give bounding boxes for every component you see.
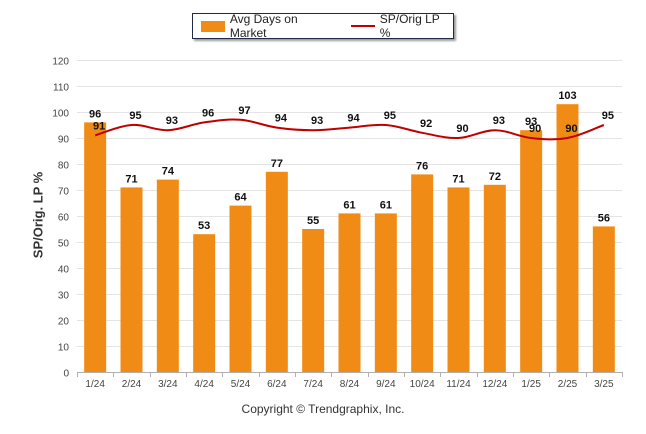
y-tick-label: 90 (58, 135, 70, 146)
line-series (94, 118, 605, 141)
y-tick-label: 40 (58, 265, 70, 276)
legend-label-bars: Avg Days on Market (229, 12, 298, 40)
bar (374, 213, 397, 372)
y-tick-label: 70 (58, 187, 70, 198)
bar (265, 171, 288, 372)
bar (520, 130, 543, 372)
line-data-label: 92 (420, 118, 432, 130)
line-data-label: 94 (347, 113, 360, 125)
line-data-label: 94 (275, 113, 288, 125)
x-tick-label: 6/24 (267, 379, 287, 390)
bar-data-label: 72 (489, 171, 501, 183)
x-tick-label: 3/25 (594, 379, 614, 390)
bar (447, 187, 470, 372)
bar (556, 104, 579, 372)
line-data-label: 97 (238, 105, 250, 117)
line-data-label: 93 (311, 115, 323, 127)
line-data-label: 95 (384, 110, 396, 122)
bar-data-label: 96 (89, 108, 101, 120)
y-tick-label: 50 (58, 239, 70, 250)
legend-label-line: SP/Orig LP % (379, 12, 440, 40)
bar-data-label: 74 (162, 166, 175, 178)
x-tick-label: 1/25 (521, 379, 541, 390)
x-tick-label: 1/24 (85, 379, 105, 390)
line-data-label: 95 (129, 110, 141, 122)
line-data-label: 93 (493, 115, 505, 127)
y-tick-label: 60 (58, 213, 70, 224)
line-data-label: 90 (565, 123, 577, 135)
x-tick-label: 9/24 (376, 379, 396, 390)
x-tick-label: 12/24 (482, 379, 507, 390)
x-tick-label: 11/24 (446, 379, 471, 390)
bar (302, 229, 325, 372)
x-tick-label: 5/24 (231, 379, 251, 390)
line-data-label: 95 (602, 110, 614, 122)
line-data-label: 93 (166, 115, 178, 127)
bar-data-label: 71 (125, 173, 137, 185)
copyright-text: Copyright © Trendgraphix, Inc. (241, 402, 405, 416)
bar (338, 213, 361, 372)
bar (193, 234, 216, 372)
x-tick-label: 3/24 (158, 379, 178, 390)
bar-data-label: 93 (525, 116, 537, 128)
bar (411, 174, 434, 372)
x-tick-label: 10/24 (410, 379, 435, 390)
bar-data-label: 64 (234, 192, 247, 204)
line-data-label: 90 (529, 123, 541, 135)
bar (156, 179, 179, 372)
legend-item-bars[interactable]: Avg Days on Market (193, 12, 337, 40)
legend-swatch-bar (201, 20, 225, 32)
bar (120, 187, 143, 372)
legend-item-line[interactable]: SP/Orig LP % (337, 12, 453, 40)
x-tick-label: 2/25 (558, 379, 578, 390)
bar (483, 184, 506, 372)
y-tick-label: 120 (52, 57, 69, 68)
line-data-label: 96 (202, 107, 214, 119)
bar-data-label: 61 (343, 199, 355, 211)
line-data-label: 90 (456, 123, 468, 135)
y-tick-label: 100 (52, 109, 69, 120)
y-tick-label: 0 (63, 369, 69, 380)
legend: Avg Days on Market SP/Orig LP % (192, 12, 454, 40)
x-tick-label: 8/24 (340, 379, 360, 390)
bar-data-label: 77 (271, 158, 283, 170)
bar-data-label: 71 (452, 173, 464, 185)
bar-data-label: 61 (380, 199, 392, 211)
x-tick-label: 2/24 (122, 379, 142, 390)
line-data-label: 91 (93, 120, 105, 132)
x-tick-label: 7/24 (303, 379, 323, 390)
bar-data-label: 76 (416, 160, 428, 172)
x-tick-label: 4/24 (194, 379, 214, 390)
y-tick-label: 80 (58, 161, 70, 172)
bar-data-label: 103 (558, 90, 576, 102)
bar-data-label: 55 (307, 215, 319, 227)
bar-data-label: 53 (198, 220, 210, 232)
bar (592, 226, 615, 372)
y-tick-label: 20 (58, 317, 70, 328)
y-tick-label: 10 (58, 343, 70, 354)
legend-swatch-line (350, 25, 375, 27)
y-tick-label: 110 (53, 83, 69, 94)
bar (229, 205, 252, 372)
y-tick-label: 30 (58, 291, 70, 302)
bar (84, 122, 107, 373)
bar-data-label: 56 (598, 212, 610, 224)
